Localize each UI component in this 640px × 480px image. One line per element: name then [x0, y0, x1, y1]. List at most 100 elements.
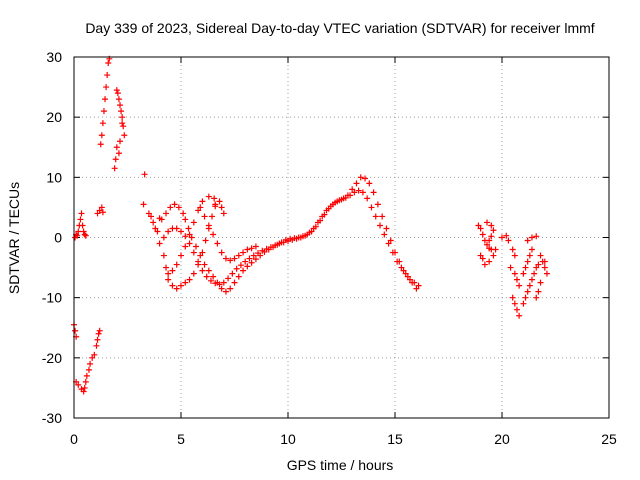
data-point: [248, 259, 255, 266]
data-point: [490, 227, 497, 234]
data-point: [165, 270, 172, 277]
data-point: [240, 267, 247, 274]
data-point: [484, 219, 491, 226]
data-point: [225, 275, 232, 282]
data-point: [82, 378, 89, 385]
data-point: [511, 270, 518, 277]
x-tick-label: 15: [387, 431, 403, 447]
data-point: [513, 276, 520, 283]
series-late-cluster-a: [475, 219, 499, 268]
data-point: [182, 216, 189, 223]
data-point: [385, 240, 392, 247]
data-point: [349, 186, 356, 193]
data-point: [488, 233, 495, 240]
data-point: [188, 234, 195, 241]
data-point: [486, 258, 493, 265]
y-tick-label: 20: [46, 109, 62, 125]
chart-title: Day 339 of 2023, Sidereal Day-to-day VTE…: [85, 20, 594, 36]
data-point: [364, 195, 371, 202]
data-point: [178, 282, 184, 289]
data-point: [211, 195, 218, 202]
data-point: [201, 261, 208, 268]
data-point: [359, 189, 366, 196]
x-axis-label: GPS time / hours: [287, 457, 394, 473]
data-point: [323, 207, 330, 214]
data-point: [192, 243, 199, 250]
data-point: [306, 229, 313, 236]
data-point: [285, 238, 291, 245]
data-point: [212, 201, 219, 208]
data-point: [392, 249, 398, 256]
data-point: [178, 252, 184, 259]
data-point: [140, 201, 147, 208]
data-point: [406, 276, 413, 283]
data-point: [81, 384, 88, 391]
data-point: [182, 233, 189, 240]
y-tick-label: -30: [42, 410, 62, 426]
data-points: [71, 55, 550, 395]
data-point: [526, 282, 533, 289]
data-point: [387, 237, 394, 244]
series-isolated: [140, 171, 148, 208]
data-point: [531, 270, 538, 277]
data-point: [355, 187, 362, 194]
data-point: [276, 240, 283, 247]
data-point: [528, 246, 535, 253]
data-point: [231, 279, 238, 286]
data-point: [537, 252, 544, 259]
data-point: [173, 225, 180, 232]
data-point: [381, 231, 388, 238]
data-point: [541, 258, 548, 265]
data-point: [511, 300, 518, 307]
data-point: [520, 270, 527, 277]
data-point: [202, 237, 209, 244]
data-point: [173, 261, 180, 268]
data-point: [535, 261, 542, 268]
data-point: [160, 234, 167, 241]
data-point: [248, 245, 255, 252]
data-point: [396, 258, 403, 265]
data-point: [477, 225, 484, 232]
data-point: [235, 273, 242, 280]
data-point: [344, 192, 351, 199]
data-point: [526, 252, 533, 259]
data-point: [83, 372, 90, 379]
data-point: [372, 213, 379, 220]
data-point: [98, 204, 105, 211]
data-point: [91, 351, 98, 358]
data-point: [302, 232, 309, 239]
data-point: [533, 294, 540, 301]
data-point: [186, 240, 193, 247]
data-point: [404, 273, 411, 280]
data-point: [80, 388, 87, 395]
data-point: [163, 210, 170, 217]
data-point: [244, 263, 251, 270]
data-point: [368, 204, 375, 211]
data-point: [259, 247, 266, 254]
x-tick-label: 10: [280, 431, 296, 447]
data-point: [94, 336, 101, 343]
series-early-zero: [72, 210, 89, 241]
data-point: [96, 327, 103, 334]
data-point: [516, 312, 523, 319]
series-trace-d: [197, 198, 259, 264]
plot-frame: [73, 56, 610, 419]
data-point: [82, 232, 89, 239]
data-point: [141, 171, 148, 178]
data-point: [102, 96, 109, 103]
data-point: [509, 246, 516, 253]
data-point: [507, 264, 514, 271]
data-point: [150, 219, 157, 226]
data-point: [203, 273, 210, 280]
data-point: [490, 252, 497, 259]
data-point: [96, 207, 103, 214]
data-point: [156, 240, 163, 247]
data-point: [214, 240, 221, 247]
data-point: [231, 255, 238, 262]
data-point: [165, 276, 172, 283]
data-point: [272, 242, 279, 249]
data-point: [250, 252, 257, 259]
data-point: [165, 228, 172, 235]
data-point: [104, 72, 111, 79]
